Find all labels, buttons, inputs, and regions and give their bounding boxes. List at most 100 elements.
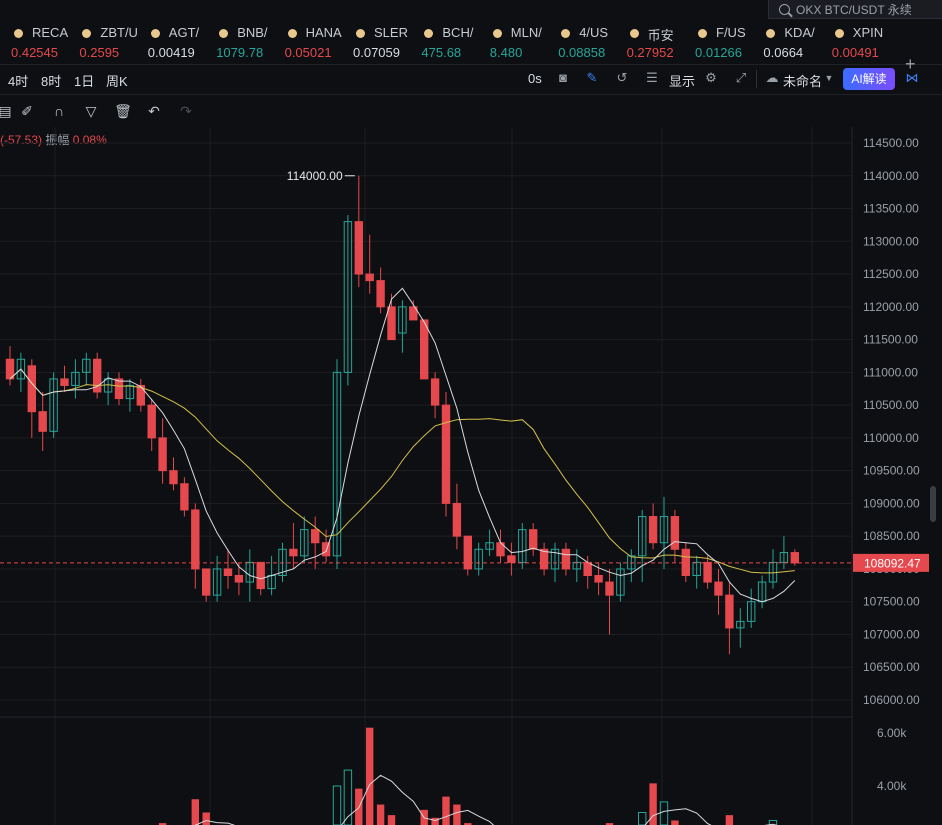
candle-body <box>234 574 244 583</box>
candle-body <box>779 552 789 563</box>
coin-icon <box>150 29 160 38</box>
candle-body <box>714 581 723 596</box>
ticker-item[interactable]: BNB/1079.78 <box>216 22 287 64</box>
ticker-price: 0.0664 <box>763 45 804 60</box>
price-tick-label: 107000.00 <box>863 627 920 641</box>
undo-icon[interactable]: ↶ <box>148 103 160 119</box>
ticker-item[interactable]: ZBT/U 0.2595 <box>79 22 150 64</box>
edit-list-icon[interactable]: ✐ <box>21 103 33 119</box>
ticker-item[interactable]: F/US 0.01266 <box>695 22 766 64</box>
camera-icon[interactable]: ◙ <box>559 70 567 85</box>
timeframe-1d[interactable]: 1日 <box>74 74 95 89</box>
ticker-item[interactable]: AGT/0.00419 <box>148 22 219 64</box>
replay-icon[interactable]: ↺ <box>616 70 628 85</box>
volume-bar <box>332 785 342 825</box>
candle-body <box>474 548 483 570</box>
price-tick-label: 114000.00 <box>863 169 919 183</box>
ticker-price: 475.68 <box>421 45 462 60</box>
layout-name[interactable]: 未命名 <box>783 74 823 89</box>
candle-body <box>605 581 614 596</box>
candle-body <box>191 509 200 570</box>
filter-icon[interactable]: ▽ <box>85 103 97 119</box>
ticker-item[interactable]: HANA 0.05021 <box>285 22 356 64</box>
ticker-item[interactable]: SLER 0.07059 <box>353 22 424 64</box>
cloud-icon[interactable]: ☁ <box>765 70 779 85</box>
trash-icon[interactable]: 🗑 <box>114 103 132 119</box>
ticker-symbol: ZBT/U <box>100 25 138 40</box>
coin-icon <box>14 29 23 38</box>
ticker-price: 0.42545 <box>11 45 58 60</box>
candle-body <box>736 620 745 629</box>
candle-body <box>409 306 418 321</box>
volume-tick-label: 4.00k <box>877 779 907 793</box>
timeframe-8h[interactable]: 8时 <box>41 74 62 89</box>
settings-gear-icon[interactable]: ⚙ <box>705 70 717 85</box>
ticker-bar: RECA 0.42545 ZBT/U 0.2595 AGT/0.00419 BNB/107… <box>0 22 942 74</box>
volume-bar <box>768 819 778 825</box>
candle-body <box>790 552 799 564</box>
drawing-toolbar: ▤ ✐ ∩ ▽ 🗑 ↶ ↷ <box>0 95 250 127</box>
ticker-symbol: F/US <box>716 25 746 40</box>
price-tick-label: 112500.00 <box>863 267 919 281</box>
candle-body <box>278 548 287 576</box>
ticker-item[interactable]: BCH/475.68 <box>421 22 492 64</box>
candle-body <box>616 568 625 596</box>
current-price-label: 108092.47 <box>864 556 921 570</box>
price-tick-label: 110500.00 <box>863 398 919 412</box>
price-scale-scrollbar[interactable] <box>930 486 936 522</box>
candle-body <box>136 384 146 406</box>
candle-body <box>441 404 451 504</box>
divider <box>756 70 757 88</box>
candle-body <box>147 404 156 439</box>
coin-icon <box>492 29 502 38</box>
candle-body <box>332 371 342 557</box>
search-bar[interactable]: OKX BTC/USDT 永续 <box>768 0 942 19</box>
ticker-item[interactable]: RECA 0.42545 <box>11 22 82 64</box>
ticker-symbol: RECA <box>32 25 69 40</box>
candle-body <box>311 529 320 544</box>
ticker-item[interactable]: 4/US 0.08858 <box>558 22 629 64</box>
redo-icon[interactable]: ↷ <box>180 103 192 119</box>
ticker-item[interactable]: KDA/0.0664 <box>763 22 834 64</box>
ticker-item[interactable]: 币安 0.27952 <box>627 22 698 64</box>
candle-body <box>16 358 26 380</box>
candle-body <box>27 365 37 413</box>
timeframe-1w[interactable]: 周K <box>106 74 128 89</box>
ticker-symbol: BCH/ <box>442 25 474 40</box>
volume-bar <box>202 812 210 825</box>
fullscreen-icon[interactable]: ⤢ <box>735 70 747 85</box>
ai-analysis-button[interactable]: AI解读 <box>843 68 895 90</box>
share-icon[interactable]: ⋈ <box>905 70 919 85</box>
price-tick-label: 108500.00 <box>863 529 920 543</box>
pencil-icon[interactable]: ✎ <box>586 70 598 85</box>
price-tick-label: 109500.00 <box>863 464 920 478</box>
price-tick-label: 114500.00 <box>863 136 919 150</box>
ticker-item[interactable]: XPIN 0.00491 <box>832 22 903 64</box>
candle-body <box>321 542 331 557</box>
display-button[interactable]: 显示 <box>669 74 696 89</box>
chevron-down-icon[interactable]: ▼ <box>824 73 834 83</box>
candle-body <box>212 568 222 596</box>
search-text: OKX BTC/USDT 永续 <box>796 2 912 17</box>
candle-body <box>223 568 233 576</box>
timeframe-4h[interactable]: 4时 <box>8 74 29 89</box>
price-tick-label: 112000.00 <box>863 300 919 314</box>
ticker-symbol: KDA/ <box>784 25 815 40</box>
magnet-icon[interactable]: ∩ <box>53 103 65 119</box>
price-chart[interactable]: 114500.00 114000.00 113500.00 113000.00 1125… <box>0 127 942 825</box>
indicator-icon[interactable]: ▤ <box>0 103 12 119</box>
volume-bar <box>638 812 647 825</box>
add-ticker-button[interactable]: + <box>905 54 916 74</box>
candle-body <box>387 306 396 341</box>
ticker-item[interactable]: MLN/8.480 <box>490 22 561 64</box>
volume-bar <box>191 799 199 825</box>
chart-toolbar: 4时 8时 1日 周K 0s ◙ ✎ ↺ ☰ 显示 ⚙ ⤢ ☁ 未命名 ▼ AI… <box>0 64 942 95</box>
indicator-list-icon[interactable]: ☰ <box>646 70 658 85</box>
candle-body <box>648 516 658 544</box>
price-tick-label: 109000.00 <box>863 496 920 510</box>
candle-body <box>289 548 298 557</box>
coin-icon <box>698 29 707 38</box>
candle-body <box>343 221 353 373</box>
candle-body <box>202 568 211 596</box>
coin-icon <box>766 29 776 38</box>
